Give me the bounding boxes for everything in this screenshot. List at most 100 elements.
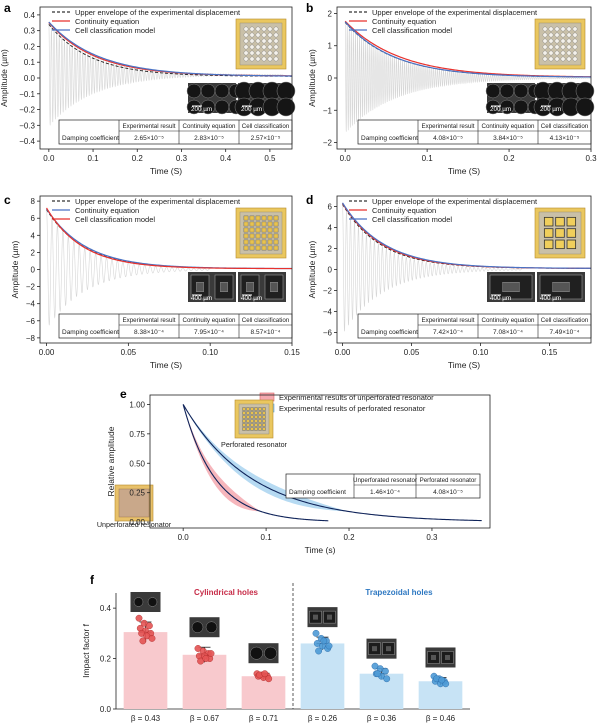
chip-hole: [249, 221, 255, 227]
confidence-band: [183, 404, 482, 521]
chip-hole: [542, 38, 548, 44]
data-point: [325, 642, 333, 650]
chip-hole: [249, 50, 255, 56]
y-tick-label: −2: [323, 287, 333, 296]
table-header: Continuity equation: [482, 123, 536, 130]
chip-hole: [242, 407, 246, 411]
chip-hole: [255, 233, 261, 239]
data-point: [135, 614, 143, 622]
y-tick-label: 0.3: [24, 27, 36, 36]
chip-hole: [246, 419, 250, 423]
table-value: 8.38×10⁻⁴: [134, 329, 164, 336]
legend-entry: Experimental results of perforated reson…: [279, 404, 426, 413]
plot-area: [46, 207, 292, 326]
scale-bar-label: 200 µm: [490, 106, 511, 113]
chip-hole: [258, 407, 262, 411]
chip-hole: [255, 215, 261, 221]
chip-hole: [261, 38, 267, 44]
group-title: Cylindrical holes: [194, 588, 259, 597]
sem-hole-base: [386, 646, 391, 652]
chip-hole: [243, 26, 249, 32]
y-tick-label: −4: [26, 300, 36, 309]
y-tick-label: 4: [328, 224, 333, 233]
chip-hole: [258, 423, 262, 427]
chip-hole: [261, 227, 267, 233]
x-tick-label: β = 0.43: [131, 714, 161, 723]
chip-hole: [243, 32, 249, 38]
data-point: [381, 667, 389, 675]
series-line: [344, 21, 591, 78]
chip-hole: [572, 44, 578, 50]
x-axis-label: Time (S): [448, 360, 480, 370]
chip-hole: [555, 239, 565, 250]
scale-bar-label: 400 µm: [241, 295, 262, 302]
chip-hole: [548, 32, 554, 38]
chip-hole: [566, 26, 572, 32]
sem-hole: [147, 597, 158, 607]
chip-hole: [246, 415, 250, 419]
chip-hole: [262, 415, 266, 419]
chip-hole: [249, 215, 255, 221]
table-header: Perforated resonator: [420, 477, 477, 484]
table-value: 7.42×10⁻⁴: [433, 329, 463, 336]
x-tick-label: 0.2: [343, 533, 355, 542]
chip-hole: [249, 56, 255, 62]
chip-hole: [554, 38, 560, 44]
chip-hole: [548, 26, 554, 32]
chip-hole: [255, 44, 261, 50]
x-tick-label: 0.3: [585, 154, 597, 163]
table-value: 8.57×10⁻⁴: [251, 329, 281, 336]
table-value: 2.83×10⁻⁵: [194, 135, 224, 142]
chip-hole: [243, 233, 249, 239]
chip-hole: [542, 26, 548, 32]
panel-d: Upper envelope of the experimental displ…: [342, 197, 592, 339]
panel-f: 0.0 0.2 0.4 Impact factor f Cylindrical hole…: [81, 583, 470, 723]
sem-hole-base: [196, 282, 204, 293]
y-axis-label: Amplitude (µm): [307, 49, 317, 107]
chip-hole: [242, 415, 246, 419]
chip-hole: [255, 245, 261, 251]
chip-hole: [267, 50, 273, 56]
chip-hole: [548, 38, 554, 44]
table-header: Cell classification: [242, 123, 290, 130]
x-tick-label: 0.0: [43, 154, 55, 163]
series-line: [46, 207, 292, 270]
y-tick-label: 0.75: [129, 430, 145, 439]
chip-hole: [273, 50, 279, 56]
y-tick-label: 2: [31, 248, 36, 257]
chip-hole: [566, 56, 572, 62]
chip-hole: [261, 233, 267, 239]
plot-frame: [149, 394, 491, 529]
y-tick-label: 0.2: [100, 655, 112, 664]
x-tick-label: 0.15: [542, 348, 558, 357]
sem-hole: [485, 83, 501, 99]
group-title: Trapezoidal holes: [365, 588, 433, 597]
y-tick-label: 0.00: [129, 518, 145, 527]
series-line: [182, 404, 329, 522]
x-tick-label: 0.1: [261, 533, 273, 542]
sem-hole: [276, 97, 296, 117]
y-axis-label: Amplitude (µm): [10, 240, 20, 298]
y-tick-label: 2: [328, 245, 333, 254]
chip-hole: [554, 44, 560, 50]
chip-hole: [243, 44, 249, 50]
legend-entry: Cell classification model: [372, 26, 452, 35]
sem-hole: [250, 646, 263, 660]
y-axis-label: Amplitude (µm): [307, 240, 317, 298]
chip-hole: [261, 215, 267, 221]
chip-hole: [255, 26, 261, 32]
chip-hole: [262, 419, 266, 423]
chip-hole: [242, 427, 246, 431]
panel-label: a: [4, 1, 11, 15]
chip-hole: [554, 50, 560, 56]
axes-c: 0.00 0.05 0.10 0.15 −8 −6 −4 −2 0 2 4 6 8 Time (S) Amp…: [10, 195, 300, 370]
x-tick-label: β = 0.67: [190, 714, 220, 723]
y-tick-label: −0.4: [19, 137, 35, 146]
legend-entry: Continuity equation: [372, 17, 436, 26]
x-tick-label: 0.0: [340, 154, 352, 163]
chip-hole: [254, 415, 258, 419]
chip-hole: [273, 233, 279, 239]
x-tick-label: 0.0: [178, 533, 190, 542]
scale-bar-label: 200 µm: [191, 106, 212, 113]
legend-entry: Cell classification model: [372, 215, 452, 224]
